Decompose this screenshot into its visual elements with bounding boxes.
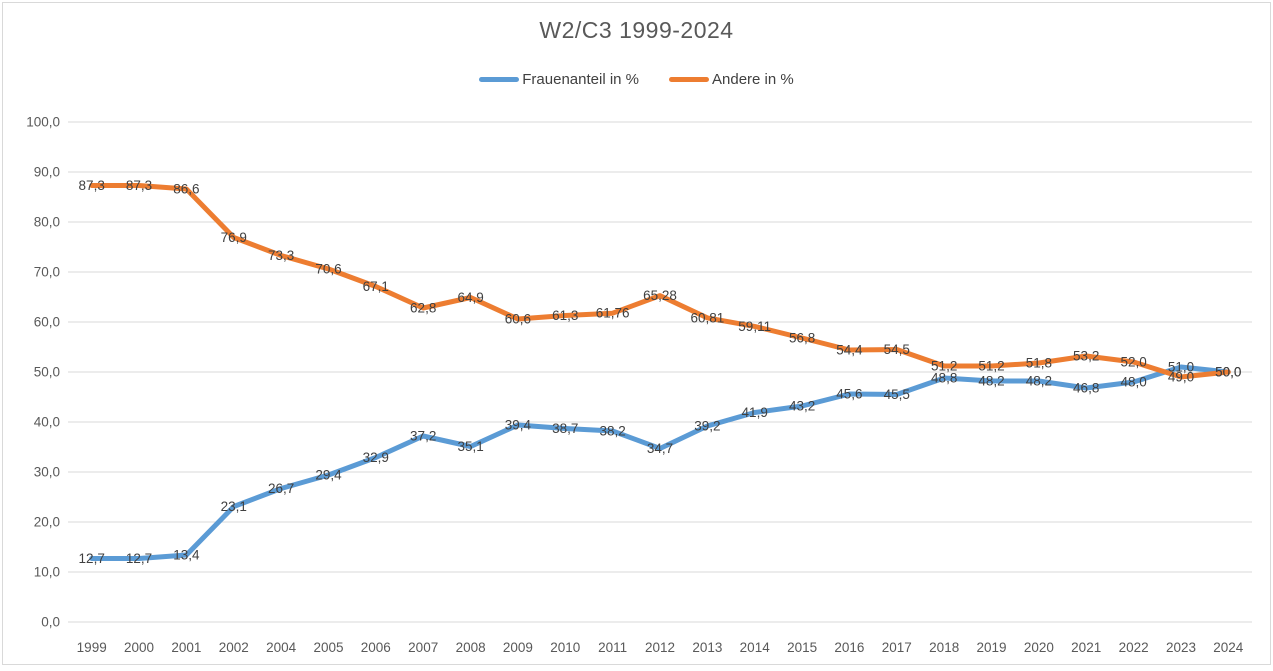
data-label: 48,2 [978, 374, 1004, 389]
data-label: 54,4 [836, 343, 863, 358]
data-label: 50,0 [1215, 365, 1241, 380]
data-label: 23,1 [221, 499, 247, 514]
y-axis-tick-label: 50,0 [34, 365, 60, 380]
data-label: 64,9 [457, 290, 483, 305]
data-label: 50,0 [1215, 365, 1241, 380]
data-label: 26,7 [268, 481, 294, 496]
chart-legend: Frauenanteil in % Andere in % [0, 71, 1273, 88]
data-label: 56,8 [789, 331, 815, 346]
x-axis-tick-label: 2021 [1071, 640, 1101, 655]
series-line-0 [89, 364, 1231, 561]
data-label: 45,6 [836, 387, 862, 402]
x-axis-tick-label: 2016 [834, 640, 864, 655]
x-axis-tick-label: 2000 [124, 640, 154, 655]
data-label: 35,1 [457, 439, 483, 454]
x-axis-tick-label: 2011 [598, 640, 627, 655]
legend-item-1: Andere in % [669, 71, 794, 88]
data-label: 87,3 [79, 178, 105, 193]
x-axis-tick-label: 2005 [313, 640, 343, 655]
data-label: 60,81 [691, 310, 725, 325]
data-label: 51,2 [931, 359, 957, 374]
x-axis-tick-label: 2013 [692, 640, 722, 655]
data-label: 52,0 [1120, 355, 1146, 370]
data-label: 12,7 [79, 551, 105, 566]
y-axis-tick-label: 10,0 [34, 565, 60, 580]
data-label: 73,3 [268, 248, 294, 263]
y-axis-tick-label: 70,0 [34, 265, 60, 280]
data-label: 12,7 [126, 551, 152, 566]
x-axis-tick-label: 2010 [550, 640, 580, 655]
x-axis-tick-label: 2001 [171, 640, 201, 655]
data-label: 65,28 [643, 288, 677, 303]
x-axis-tick-label: 2006 [361, 640, 391, 655]
data-label: 49,0 [1168, 370, 1194, 385]
data-label: 32,9 [363, 450, 389, 465]
data-label: 59,11 [738, 319, 771, 334]
data-label: 61,3 [552, 308, 578, 323]
x-axis-tick-label: 1999 [77, 640, 107, 655]
data-label: 62,8 [410, 301, 436, 316]
x-axis-tick-label: 2004 [266, 640, 297, 655]
data-label: 38,7 [552, 421, 578, 436]
y-axis-tick-label: 100,0 [26, 115, 60, 130]
legend-line-swatch [669, 77, 709, 82]
y-axis-tick-label: 60,0 [34, 315, 60, 330]
x-axis-tick-label: 2017 [882, 640, 912, 655]
legend-item-0: Frauenanteil in % [479, 71, 639, 88]
data-label: 48,2 [1026, 374, 1052, 389]
data-label: 54,5 [884, 342, 910, 357]
data-label: 43,2 [789, 399, 815, 414]
y-axis-tick-label: 0,0 [41, 615, 60, 630]
data-label: 48,0 [1120, 375, 1146, 390]
x-axis-tick-label: 2020 [1024, 640, 1054, 655]
legend-line-swatch [479, 77, 520, 82]
legend-label: Andere in % [712, 71, 794, 88]
chart-title: W2/C3 1999-2024 [539, 17, 734, 43]
y-axis-tick-label: 90,0 [34, 165, 60, 180]
x-axis-tick-label: 2023 [1166, 640, 1196, 655]
x-axis-tick-label: 2007 [408, 640, 438, 655]
y-axis-tick-label: 40,0 [34, 415, 60, 430]
x-axis-tick-label: 2022 [1119, 640, 1149, 655]
data-label: 87,3 [126, 178, 152, 193]
data-label: 67,1 [363, 279, 389, 294]
data-label: 39,4 [505, 418, 532, 433]
y-axis-tick-label: 30,0 [34, 465, 60, 480]
data-label: 38,2 [599, 424, 625, 439]
x-axis-tick-label: 2024 [1213, 640, 1244, 655]
x-axis-tick-label: 2012 [645, 640, 675, 655]
y-axis-tick-label: 20,0 [34, 515, 60, 530]
x-axis-tick-label: 2014 [740, 640, 771, 655]
series-line-1 [89, 183, 1231, 380]
data-label: 39,2 [694, 419, 720, 434]
data-label: 45,5 [884, 387, 910, 402]
data-label: 76,9 [221, 230, 247, 245]
x-axis-tick-label: 2009 [503, 640, 533, 655]
data-label: 13,4 [173, 548, 200, 563]
data-label: 61,76 [596, 306, 630, 321]
x-axis-tick-label: 2002 [219, 640, 249, 655]
x-axis-tick-label: 2008 [456, 640, 486, 655]
data-label: 48,8 [931, 371, 957, 386]
data-label: 51,2 [978, 359, 1004, 374]
data-label: 86,6 [173, 182, 199, 197]
data-label: 51,8 [1026, 356, 1052, 371]
data-label: 46,8 [1073, 381, 1099, 396]
data-label: 53,2 [1073, 349, 1099, 364]
data-label: 41,9 [742, 405, 768, 420]
data-label: 51,0 [1168, 360, 1194, 375]
x-axis-tick-label: 2015 [787, 640, 817, 655]
data-label: 37,2 [410, 429, 436, 444]
legend-label: Frauenanteil in % [522, 71, 639, 88]
data-label: 29,4 [315, 468, 342, 483]
y-axis-tick-label: 80,0 [34, 215, 60, 230]
data-label: 34,7 [647, 441, 673, 456]
data-label: 60,6 [505, 312, 531, 327]
x-axis-tick-label: 2018 [929, 640, 959, 655]
x-axis-tick-label: 2019 [976, 640, 1006, 655]
data-label: 70,6 [315, 262, 341, 277]
